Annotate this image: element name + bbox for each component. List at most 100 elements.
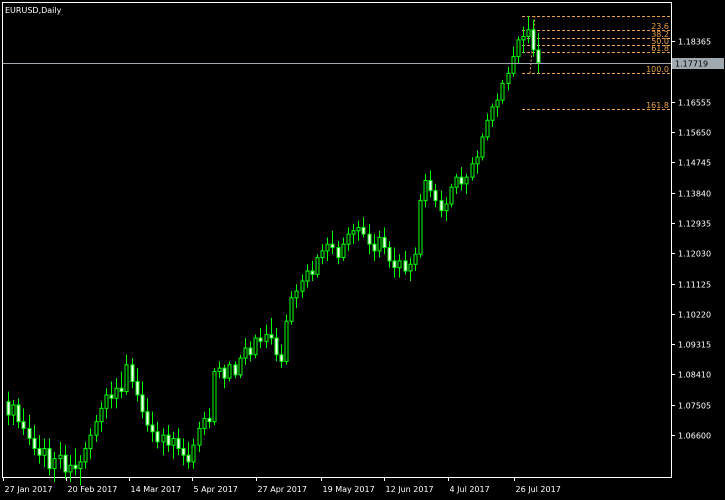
candle [300,274,305,298]
candle [6,391,11,426]
candle-body-bull [397,260,402,269]
candle [279,344,284,369]
current-price-line: 1.17719 [3,58,724,69]
candle-body-bear [63,454,68,473]
candle [289,291,294,325]
candle [392,247,397,278]
candle-body-bear [155,431,160,443]
candle [294,284,299,308]
candle-body-bull [104,394,109,409]
candle [186,441,191,469]
candle-body-bull [243,347,248,359]
candle-body-bull [202,417,207,429]
y-tick-label: 1.14745 [678,159,711,168]
candle [475,150,480,174]
candle [171,431,176,459]
x-tick-label: 14 Mar 2017 [131,485,182,494]
candle-body-bull [124,364,129,393]
candle [526,16,531,44]
candle-body-bear [37,448,42,456]
candle [21,408,26,436]
candle-body-bear [310,270,315,275]
candle [58,441,63,469]
candle-body-bull [212,370,217,423]
candle-body-bull [284,320,289,362]
candle-body-bull [464,176,469,185]
candle-body-bear [459,176,464,185]
candle-body-bull [377,236,382,252]
candle [32,425,37,456]
candle-body-bull [490,106,495,121]
y-tick-label: 1.18365 [678,38,711,47]
candle [325,237,330,261]
x-tick-label: 4 Jul 2017 [450,485,490,494]
candle-body-bear [27,427,32,439]
candle-body-bull [161,434,166,443]
candle-body-bull [346,233,351,245]
candle [495,93,500,117]
candle-body-bear [372,243,377,252]
candle [351,224,356,245]
candle [191,438,196,469]
candle [464,173,469,194]
candle-body-bear [222,367,227,379]
candle [119,371,124,399]
candle-body-bull [171,437,176,446]
current-price-tag [672,58,724,69]
candle-body-bear [367,233,372,245]
candle-body-bull [500,82,505,101]
candle [531,19,536,57]
candle [397,254,402,278]
candle-body-bear [274,337,279,356]
candle [124,354,129,395]
candle-body-bear [150,424,155,433]
candle-body-bull [475,156,480,165]
candle [52,451,57,483]
candle [403,250,408,275]
candle-body-bull [52,458,57,470]
candle [269,317,274,345]
candle [367,224,372,255]
candle-body-bull [495,99,500,108]
candle [243,337,248,365]
x-tick-label: 20 Feb 2017 [68,485,118,494]
candle-body-bull [449,186,454,205]
candle-body-bear [73,464,78,470]
candle [68,455,73,483]
candle-body-bull [444,203,449,212]
candle [454,173,459,194]
candle-body-bear [135,381,140,396]
candle-body-bear [536,49,541,64]
candle [377,230,382,258]
candle [253,334,258,359]
candle [109,381,114,409]
candle [330,230,335,255]
candle [88,428,93,459]
y-tick-label: 1.10220 [678,311,711,320]
candle-body-bear [119,387,124,393]
candle [176,428,181,456]
candle-body-bear [361,226,366,235]
candle [135,368,140,402]
candle [37,435,42,464]
candle [480,133,485,161]
candle-body-bull [217,367,222,372]
candle-body-bull [78,461,83,470]
fib-level-label: 38.2 [651,30,669,39]
candle-body-bull [191,444,196,463]
candle-body-bull [516,39,521,58]
candle-body-bull [526,29,531,37]
candle [470,157,475,181]
candle-body-bear [269,334,274,339]
candle [217,361,222,379]
candle-body-bear [428,180,433,192]
candle [320,244,325,265]
candle [145,398,150,432]
candle [161,428,166,456]
candle-body-bull [408,263,413,272]
candle-body-bull [42,448,47,456]
candle-body-bull [114,387,119,399]
candle [150,411,155,442]
candle-body-bear [258,337,263,342]
candle-body-bull [315,257,320,275]
